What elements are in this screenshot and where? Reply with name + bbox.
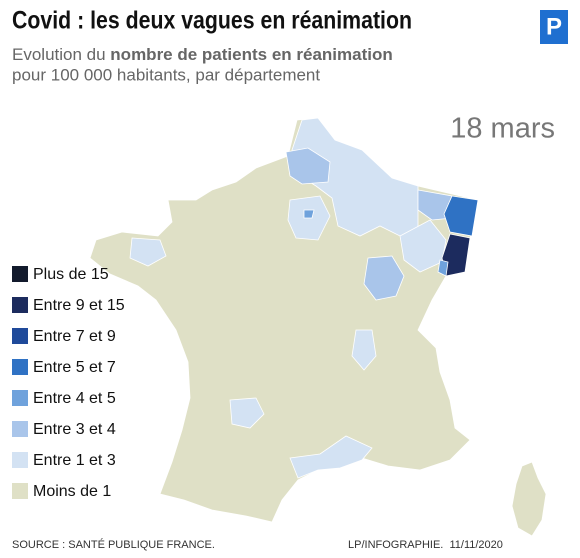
logo: P	[546, 13, 562, 40]
department	[229, 397, 265, 429]
date: 18 mars	[450, 113, 555, 145]
france	[89, 117, 479, 523]
legend-label: Entre 1 et 3	[33, 452, 116, 469]
legend-swatch	[12, 390, 28, 406]
subtitle-line: pour 100 000 habitants, par département	[12, 65, 320, 84]
credit: LP/INFOGRAPHIE. 11/11/2020	[348, 539, 503, 551]
legend-label: Plus de 15	[33, 266, 109, 283]
department	[363, 255, 405, 301]
legend-label: Entre 3 et 4	[33, 421, 116, 438]
legend-swatch	[12, 483, 28, 499]
legend-swatch	[12, 266, 28, 282]
legend-label: Entre 9 et 15	[33, 297, 125, 314]
legend-swatch	[12, 297, 28, 313]
department	[443, 195, 479, 237]
subtitle-start: Evolution du	[12, 45, 110, 64]
subtitle: Evolution du nombre de patients en réani…	[12, 45, 393, 64]
source: SOURCE : SANTÉ PUBLIQUE FRANCE.	[12, 538, 215, 551]
legend-label: Entre 7 et 9	[33, 328, 116, 345]
title: Covid : les deux vagues en réanimation	[12, 7, 412, 35]
legend-swatch	[12, 452, 28, 468]
logo-box	[540, 10, 568, 44]
legend-swatch	[12, 359, 28, 375]
department	[441, 233, 471, 277]
legend-swatch	[12, 328, 28, 344]
legend-label: Entre 5 et 7	[33, 359, 116, 376]
department	[417, 189, 453, 221]
department	[289, 435, 373, 479]
department	[437, 259, 449, 277]
department	[285, 147, 331, 185]
legend-swatch	[12, 421, 28, 437]
legend-label: Entre 4 et 5	[33, 390, 116, 407]
legend: Plus de 15 Entre 9 et 15 Entre 7 et 9 Entre…	[12, 266, 125, 500]
map	[89, 117, 547, 537]
department	[351, 329, 377, 371]
corsica	[511, 461, 547, 537]
department	[303, 209, 315, 219]
department	[129, 237, 167, 267]
legend-label: Moins de 1	[33, 483, 111, 500]
subtitle-bold: nombre de patients en réanimation	[110, 45, 392, 64]
